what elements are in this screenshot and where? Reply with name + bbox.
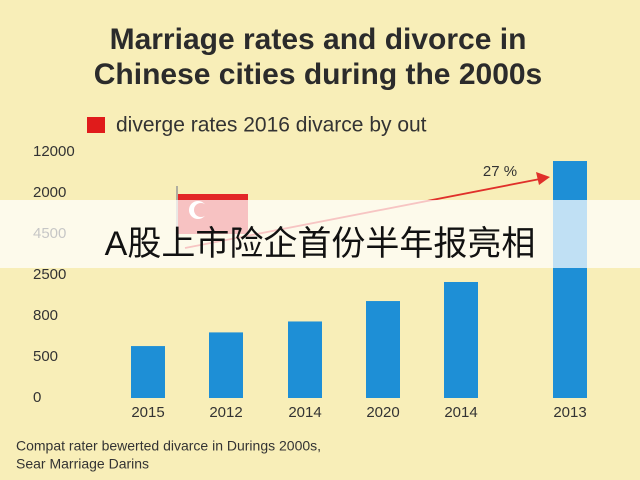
x-tick-label: 2015: [131, 404, 164, 421]
bar: [553, 161, 587, 398]
x-tick-label: 2012: [209, 404, 242, 421]
y-tick-label: 800: [33, 307, 58, 324]
y-tick-label: 2500: [33, 266, 66, 283]
arrow-head: [536, 172, 550, 185]
legend-label: diverge rates 2016 divarce by out: [116, 114, 427, 137]
x-tick-label: 2014: [288, 404, 321, 421]
bar: [444, 281, 478, 398]
y-tick-label: 0: [33, 389, 41, 406]
legend-swatch: [87, 117, 105, 133]
chart-title: Chinese cities during the 2000s: [94, 58, 543, 91]
x-tick-label: 2020: [366, 404, 399, 421]
bar: [131, 346, 165, 398]
bar: [288, 321, 322, 398]
chart-title: Marriage rates and divorce in: [110, 23, 527, 56]
footer: Sear Marriage Darins: [16, 456, 149, 472]
footer: Compat rater bewerted divarce in Durings…: [16, 438, 321, 454]
x-tick-label: 2013: [553, 404, 586, 421]
bar: [366, 301, 400, 398]
annotation: 27 %: [483, 163, 517, 180]
overlay-banner: [0, 200, 640, 268]
y-tick-label: 12000: [33, 143, 75, 160]
y-tick-label: 500: [33, 348, 58, 365]
y-tick-label: 2000: [33, 184, 66, 201]
x-tick-label: 2014: [444, 404, 477, 421]
bar: [209, 332, 243, 398]
overlay-text: A股上市险企首份半年报亮相: [105, 225, 536, 263]
